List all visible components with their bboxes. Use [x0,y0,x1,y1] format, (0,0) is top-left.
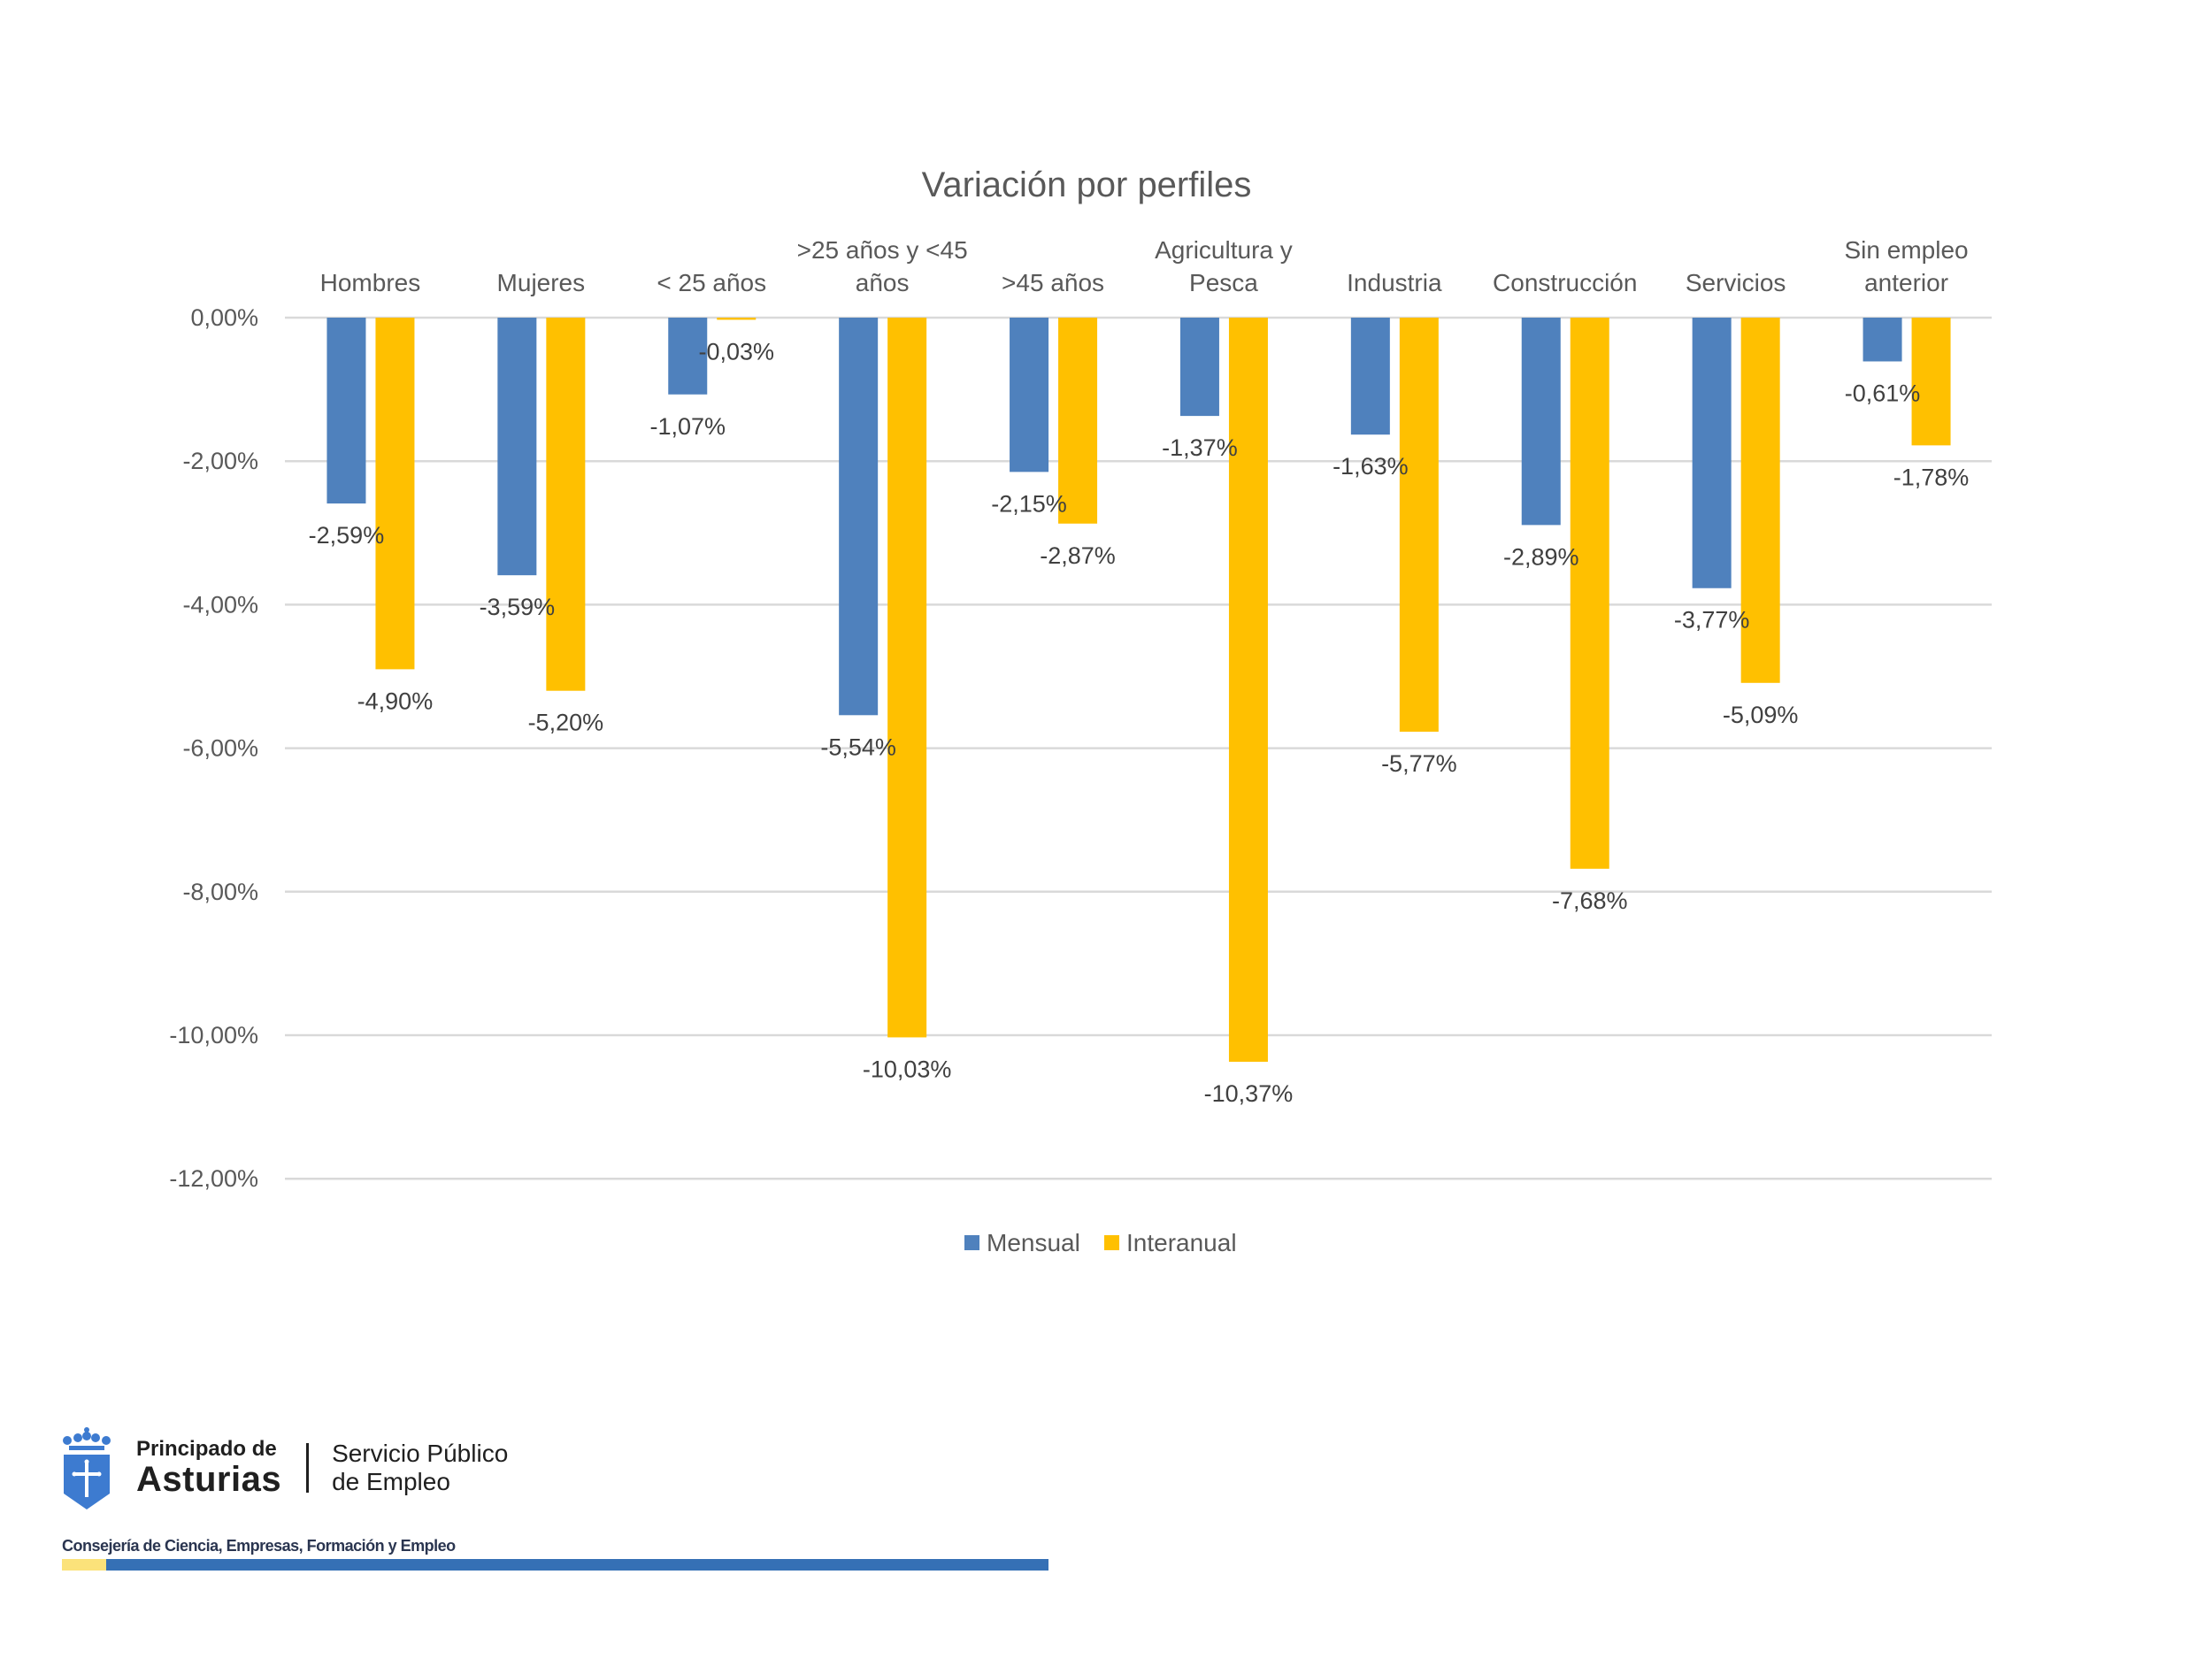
chart-title: Variación por perfiles [922,165,1252,204]
data-label-mensual: -1,07% [649,413,726,440]
category-label: Sin empleo anterior [1845,236,1969,296]
category-label: >25 años y <45 años [797,236,968,296]
bar-mensual-8 [1692,318,1732,588]
bar-mensual-3 [839,318,879,716]
bar-interanual-9 [1911,318,1951,446]
category-label: Mujeres [497,269,586,296]
category-label: < 25 años [657,269,766,296]
gridlines [285,316,1992,1180]
bar-interanual-5 [1228,318,1268,1063]
data-label-interanual: -1,78% [1893,464,1970,490]
legend-swatch-mensual [964,1235,979,1250]
org-name-line2: Asturias [136,1460,282,1499]
data-label-interanual: -0,03% [698,338,774,365]
data-label-interanual: -5,09% [1723,702,1799,728]
asturias-shield-icon [62,1426,111,1509]
y-tick-label: -8,00% [182,879,258,905]
data-label-mensual: -2,59% [309,522,385,549]
data-label-mensual: -1,37% [1162,434,1238,461]
y-tick-label: -4,00% [182,591,258,618]
footer-color-bar [62,1559,1048,1571]
category-label: Servicios [1686,269,1786,296]
category-labels: Hombres Mujeres < 25 años >25 años y <45 año… [320,236,1969,296]
data-label-interanual: -4,90% [357,687,434,714]
y-axis-ticks: 0,00% -2,00% -4,00% -6,00% -8,00% -10,00% -12,… [169,304,258,1192]
data-label-interanual: -7,68% [1552,887,1628,914]
bar-interanual-8 [1740,318,1780,683]
bar-interanual-0 [375,318,415,670]
department-name: Consejería de Ciencia, Empresas, Formaci… [62,1537,456,1555]
bar-chart: Variación por perfiles 0,00% -2,00% -4,00%… [169,165,1992,1256]
org-name: Principado de Asturias [136,1437,282,1499]
data-label-interanual: -2,87% [1040,542,1116,569]
category-label: Hombres [320,269,421,296]
bar-interanual-6 [1399,318,1439,732]
y-tick-label: 0,00% [190,304,258,331]
data-label-interanual: -10,37% [1204,1080,1294,1107]
data-labels: -2,59% -3,59% -1,07% -5,54% -2,15% -1,37% -1,6… [309,338,1970,1107]
data-label-mensual: -3,59% [480,594,556,620]
bars [326,318,1951,1063]
legend-swatch-interanual [1104,1235,1119,1250]
bar-interanual-7 [1570,318,1609,869]
category-label: Construcción [1493,269,1637,296]
org-name-line1: Principado de [136,1437,277,1461]
data-label-interanual: -5,77% [1381,750,1457,777]
bar-mensual-4 [1010,318,1049,472]
bar-mensual-9 [1863,318,1902,362]
bar-mensual-7 [1521,318,1561,526]
legend-label-mensual: Mensual [987,1229,1080,1256]
data-label-mensual: -3,77% [1674,607,1750,634]
bar-interanual-2 [717,318,757,320]
bar-interanual-1 [546,318,586,691]
bar-mensual-6 [1350,318,1390,435]
y-tick-label: -10,00% [169,1022,258,1048]
category-label: Industria [1347,269,1442,296]
data-label-interanual: -10,03% [863,1056,952,1082]
data-label-mensual: -0,61% [1845,380,1921,406]
bar-mensual-1 [497,318,537,576]
data-label-mensual: -2,15% [991,490,1067,517]
bar-mensual-5 [1179,318,1219,417]
logo-separator [306,1443,310,1493]
category-label: Agricultura y Pesca [1155,236,1293,296]
data-label-interanual: -5,20% [528,710,604,736]
service-name: Servicio Público de Empleo [332,1440,508,1496]
bar-mensual-0 [326,318,366,504]
legend-label-interanual: Interanual [1126,1229,1237,1256]
footer-logo: Principado de Asturias Servicio Público … [62,1426,508,1509]
legend: Mensual Interanual [964,1229,1237,1256]
bar-mensual-2 [668,318,708,395]
service-name-line2: de Empleo [332,1468,450,1495]
data-label-mensual: -1,63% [1333,453,1409,480]
bar-interanual-3 [887,318,927,1038]
y-tick-label: -6,00% [182,735,258,762]
data-label-mensual: -5,54% [820,733,896,760]
data-label-mensual: -2,89% [1503,543,1579,570]
y-tick-label: -12,00% [169,1165,258,1192]
footer-bar-blue [106,1559,1048,1571]
category-label: >45 años [1002,269,1104,296]
bar-interanual-4 [1058,318,1098,524]
y-tick-label: -2,00% [182,448,258,474]
footer-bar-yellow [62,1559,106,1571]
service-name-line1: Servicio Público [332,1439,509,1467]
